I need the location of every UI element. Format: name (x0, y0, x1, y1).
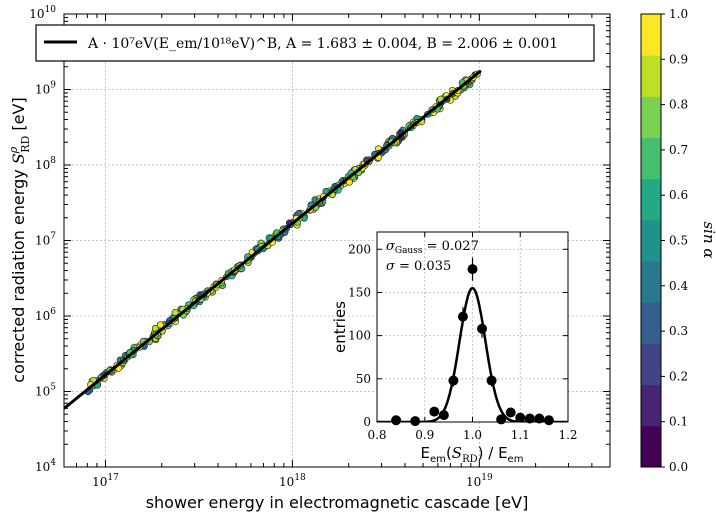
colorbar-tick-label: 0.8 (669, 98, 688, 112)
inset-y-tick-label: 50 (356, 372, 371, 386)
inset-annotation-sigma: σ = 0.035 (386, 259, 451, 274)
main-y-axis-label: corrected radiation energy SρRD [eV] (7, 97, 32, 382)
inset-data-point (448, 375, 459, 386)
colorbar-cells (641, 14, 661, 468)
main-y-tick-label: 107 (35, 232, 56, 248)
main-x-axis-label: shower energy in electromagnetic cascade… (146, 493, 529, 512)
main-x-tick-labels: 1017 1018 1019 (92, 473, 493, 489)
colorbar-ticks: 0.0 0.1 0.2 0.3 0.4 0.5 0.6 0.7 0.8 0.9 1.0 (661, 7, 688, 474)
colorbar-label: sin α (700, 221, 716, 258)
inset-data-point (457, 311, 468, 322)
main-y-tick-label: 106 (35, 307, 56, 323)
main-scatter-point (156, 321, 164, 329)
colorbar-tick-label: 0.1 (669, 415, 688, 429)
main-y-tick-label: 109 (35, 81, 56, 97)
inset-histogram: 0.8 0.9 1.0 1.1 1.2 0 50 100 150 200 σGauss = 0.… (331, 231, 578, 465)
inset-data-point (534, 413, 545, 424)
colorbar-tick-label: 0.5 (669, 234, 688, 248)
colorbar-tick-label: 1.0 (669, 7, 688, 21)
inset-y-tick-label: 100 (348, 329, 371, 343)
inset-y-axis-label: entries (331, 301, 349, 353)
colorbar-tick-label: 0.9 (669, 52, 688, 66)
main-y-tick-labels: 104 105 106 107 108 109 1010 (29, 5, 56, 474)
inset-y-tick-label: 200 (348, 242, 371, 256)
colorbar-cell (641, 261, 661, 303)
inset-data-point (486, 375, 497, 386)
colorbar-tick-label: 0.2 (669, 369, 688, 383)
colorbar-cell (641, 178, 661, 221)
main-x-tick-label: 1017 (92, 473, 119, 489)
inset-data-point (391, 415, 402, 426)
main-ticks (64, 13, 610, 468)
colorbar: 0.0 0.1 0.2 0.3 0.4 0.5 0.6 0.7 0.8 0.9 1.0 sin α (640, 7, 716, 474)
inset-x-tick-labels: 0.8 0.9 1.0 1.1 1.2 (367, 428, 577, 442)
main-scatter-point (171, 308, 179, 316)
inset-data-point (410, 416, 421, 427)
inset-data-point (438, 410, 449, 421)
inset-data-point (477, 323, 488, 334)
inset-gauss-fit-curve (377, 286, 568, 422)
colorbar-tick-label: 0.3 (669, 324, 688, 338)
colorbar-cell (641, 219, 661, 262)
colorbar-cell (641, 302, 661, 344)
inset-annotation-sigma-gauss: σGauss = 0.027 (386, 239, 479, 256)
main-y-tick-label: 108 (35, 156, 56, 172)
colorbar-cell (641, 137, 661, 180)
main-x-tick-label: 1018 (279, 473, 306, 489)
inset-x-tick-label: 1.0 (463, 428, 482, 442)
main-y-tick-label: 104 (35, 458, 56, 474)
main-y-tick-label: 1010 (29, 5, 56, 21)
main-fit-line (64, 69, 482, 410)
inset-y-tick-label: 0 (363, 415, 371, 429)
colorbar-cell (641, 14, 661, 56)
inset-x-axis-label: Eem(SRD) / Eem (421, 444, 524, 465)
inset-data-point (467, 264, 478, 275)
colorbar-tick-label: 0.7 (669, 143, 688, 157)
inset-data-point (429, 406, 440, 417)
inset-x-tick-label: 0.9 (415, 428, 434, 442)
colorbar-cell (641, 384, 661, 427)
inset-ticks (376, 232, 569, 423)
inset-data-point (496, 414, 507, 425)
inset-y-tick-label: 150 (348, 285, 371, 299)
legend-label: A · 10⁷eV(E_em/10¹⁸eV)^B, A = 1.683 ± 0.… (87, 36, 558, 52)
main-legend: A · 10⁷eV(E_em/10¹⁸eV)^B, A = 1.683 ± 0.… (35, 24, 595, 62)
inset-x-tick-label: 1.2 (558, 428, 577, 442)
colorbar-tick-label: 0.6 (669, 188, 688, 202)
inset-x-tick-label: 1.1 (511, 428, 530, 442)
inset-x-tick-label: 0.8 (367, 428, 386, 442)
inset-data-point (543, 415, 554, 426)
inset-y-tick-labels: 0 50 100 150 200 (348, 242, 371, 429)
main-y-tick-label: 105 (35, 383, 56, 399)
inset-data-point (524, 413, 535, 424)
inset-data-point (505, 407, 516, 418)
main-x-tick-label: 1019 (466, 473, 493, 489)
colorbar-cell (641, 343, 661, 386)
colorbar-cell (641, 425, 661, 468)
colorbar-tick-label: 0.0 (669, 460, 688, 474)
colorbar-cell (641, 55, 661, 97)
colorbar-cell (641, 96, 661, 139)
colorbar-tick-label: 0.4 (669, 279, 688, 293)
